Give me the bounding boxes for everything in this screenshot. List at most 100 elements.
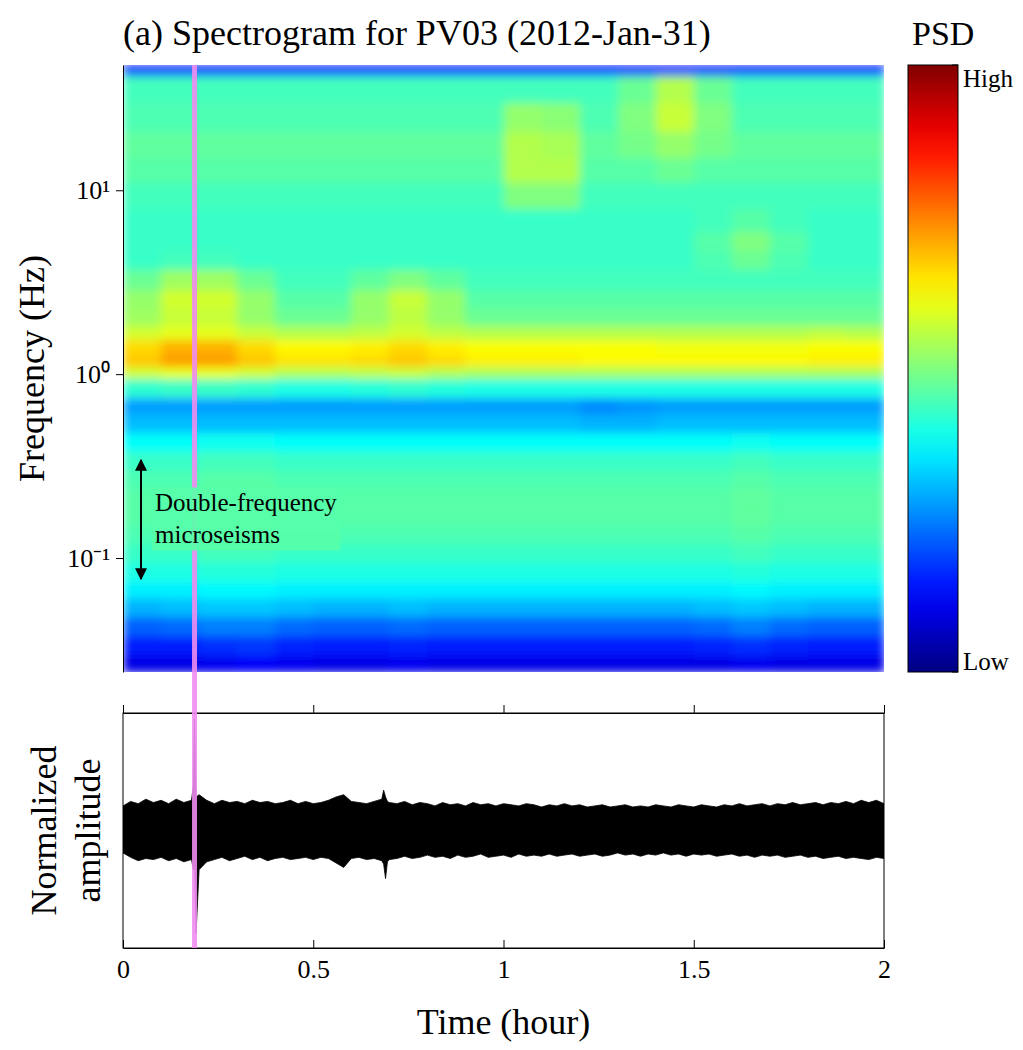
heatmap-cell <box>846 308 884 326</box>
heatmap-cell <box>808 158 847 183</box>
heatmap-cell <box>580 325 619 340</box>
heatmap-cell <box>846 507 884 526</box>
heatmap-cell <box>351 353 390 367</box>
heatmap-cell <box>618 470 657 488</box>
heatmap-cell <box>618 353 657 367</box>
heatmap-cell <box>694 617 733 636</box>
heatmap-cell <box>237 325 276 340</box>
tick-mark <box>694 705 695 713</box>
heatmap-cell <box>389 654 428 672</box>
heatmap-cell <box>808 654 847 672</box>
heatmap-cell <box>770 507 809 526</box>
heatmap-cell <box>656 654 695 672</box>
heatmap-cell <box>770 251 809 271</box>
heatmap-cell <box>237 562 276 581</box>
heatmap-cell <box>808 325 847 340</box>
heatmap-cell <box>694 158 733 183</box>
heatmap-cell <box>351 158 390 183</box>
heatmap-cell <box>732 158 771 183</box>
tick-mark <box>116 374 123 375</box>
tick-mark <box>504 940 505 948</box>
heatmap-cell <box>199 581 238 599</box>
heatmap-cell <box>504 397 543 415</box>
heatmap-cell <box>504 208 543 231</box>
heatmap-cell <box>580 378 619 397</box>
heatmap-cell <box>123 635 162 654</box>
heatmap-cell <box>770 654 809 672</box>
heatmap-cell <box>542 251 581 271</box>
heatmap-cell <box>465 353 504 367</box>
heatmap-cell <box>275 378 314 397</box>
heatmap-cell <box>618 65 657 76</box>
heatmap-cell <box>694 507 733 526</box>
heatmap-cell <box>123 131 162 158</box>
heatmap-cell <box>846 270 884 290</box>
y-axis-title: Normalizedamplitude <box>24 746 108 916</box>
heatmap-cell <box>313 599 352 617</box>
heatmap-cell <box>465 599 504 617</box>
heatmap-cell <box>199 65 238 76</box>
heatmap-cell <box>199 251 238 271</box>
heatmap-cell <box>504 270 543 290</box>
heatmap-cell <box>846 103 884 132</box>
heatmap-cell <box>275 183 314 209</box>
tick-mark <box>504 705 505 713</box>
heatmap-cell <box>389 378 428 397</box>
heatmap-cell <box>542 562 581 581</box>
heatmap-cell <box>656 251 695 271</box>
heatmap-cell <box>808 231 847 251</box>
heatmap-cell <box>656 433 695 452</box>
heatmap-cell <box>618 308 657 326</box>
x-axis-tick: 1.5 <box>678 940 711 984</box>
heatmap-cell <box>580 308 619 326</box>
heatmap-cell <box>618 367 657 379</box>
heatmap-cell <box>846 378 884 397</box>
heatmap-cell <box>389 543 428 562</box>
heatmap-cell <box>237 654 276 672</box>
heatmap-cell <box>465 415 504 433</box>
heatmap-cell <box>846 208 884 231</box>
heatmap-cell <box>275 581 314 599</box>
heatmap-cell <box>465 131 504 158</box>
heatmap-cell <box>237 470 276 488</box>
heatmap-cell <box>504 617 543 636</box>
heatmap-cell <box>427 488 466 507</box>
heatmap-cell <box>465 617 504 636</box>
heatmap-cell <box>351 507 390 526</box>
heatmap-cell <box>732 65 771 76</box>
heatmap-cell <box>389 488 428 507</box>
heatmap-cell <box>542 65 581 76</box>
heatmap-cell <box>770 635 809 654</box>
heatmap-cell <box>427 617 466 636</box>
heatmap-cell <box>542 325 581 340</box>
heatmap-cell <box>275 562 314 581</box>
heatmap-cell <box>656 470 695 488</box>
heatmap-cell <box>237 183 276 209</box>
heatmap-cell <box>846 183 884 209</box>
heatmap-cell <box>465 367 504 379</box>
annotation-line: microseisms <box>155 521 280 548</box>
heatmap-cell <box>694 353 733 367</box>
heatmap-cell <box>389 433 428 452</box>
heatmap-cell <box>123 397 162 415</box>
heatmap-cell <box>237 599 276 617</box>
heatmap-cell <box>732 526 771 544</box>
heatmap-cell <box>123 251 162 271</box>
heatmap-cell <box>313 617 352 636</box>
heatmap-cell <box>618 507 657 526</box>
heatmap-cell <box>580 581 619 599</box>
heatmap-cell <box>656 543 695 562</box>
annotation-text: Double-frequencymicroseisms <box>155 489 337 548</box>
heatmap-cell <box>504 451 543 470</box>
heatmap-cell <box>199 470 238 488</box>
heatmap-cell <box>732 543 771 562</box>
heatmap-cell <box>465 325 504 340</box>
heatmap-cell <box>275 415 314 433</box>
heatmap-cell <box>504 325 543 340</box>
heatmap-cell <box>770 526 809 544</box>
heatmap-cell <box>770 76 809 103</box>
heatmap-cell <box>580 451 619 470</box>
heatmap-cell <box>427 289 466 308</box>
heatmap-cell <box>694 654 733 672</box>
heatmap-cell <box>694 289 733 308</box>
